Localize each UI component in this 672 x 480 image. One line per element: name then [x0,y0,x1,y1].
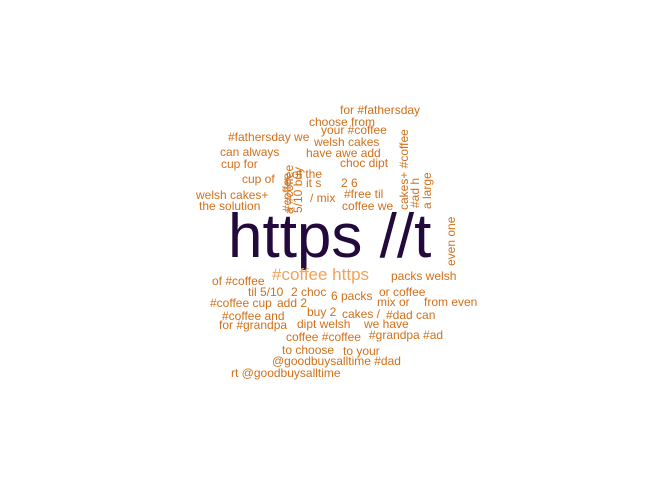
word: buy 2 [307,305,337,319]
word: 2 6 [341,176,358,190]
word: 6 packs [331,289,373,303]
word: packs welsh [391,269,457,283]
word: #grandpa #ad [369,328,444,342]
word: add 2 [277,296,308,310]
word: the solution [199,199,261,213]
word: of #coffee [212,274,265,288]
word: your #coffee [321,123,387,137]
word: cakes / [342,307,381,321]
word-vertical: a #coffee [282,164,296,214]
word: #coffee and [222,309,285,323]
word: @goodbuysalltime #dad [272,354,401,368]
word: to choose [282,343,335,357]
word: welsh cakes+ [196,188,269,202]
word: cup of [242,172,275,186]
word: mix or [377,295,410,309]
word: 2 choc [291,285,327,299]
word-vertical: a large [420,172,434,209]
word: dipt welsh [297,317,351,331]
word: or coffee [379,285,426,299]
word: can always [220,145,280,159]
word: to your [343,344,380,358]
word-second-ranked: #coffee https [272,265,370,284]
word: coffee we [342,199,394,213]
word: #dad can [386,308,436,322]
word: have awe add [306,146,381,160]
word: #coffee cup [210,296,272,310]
word: rt @goodbuysalltime [231,366,341,380]
word: choose from [309,115,376,129]
word: #fathersday we [228,130,310,144]
word: for #grandpa [219,318,288,332]
word: cup for [221,157,258,171]
word: we have [364,317,409,331]
word: coffee #coffee [286,330,361,344]
word-top-ranked: https //t [228,202,432,271]
word: welsh cakes [314,135,380,149]
word: it s [306,176,322,190]
word: til 5/10 [248,285,284,299]
word: / mix [310,191,336,205]
word: from even [424,295,478,309]
word: of the [292,167,323,181]
word: for #fathersday [340,103,421,117]
word-vertical: even one [444,216,458,266]
word: choc dipt [340,156,389,170]
word: #free til [344,187,384,201]
